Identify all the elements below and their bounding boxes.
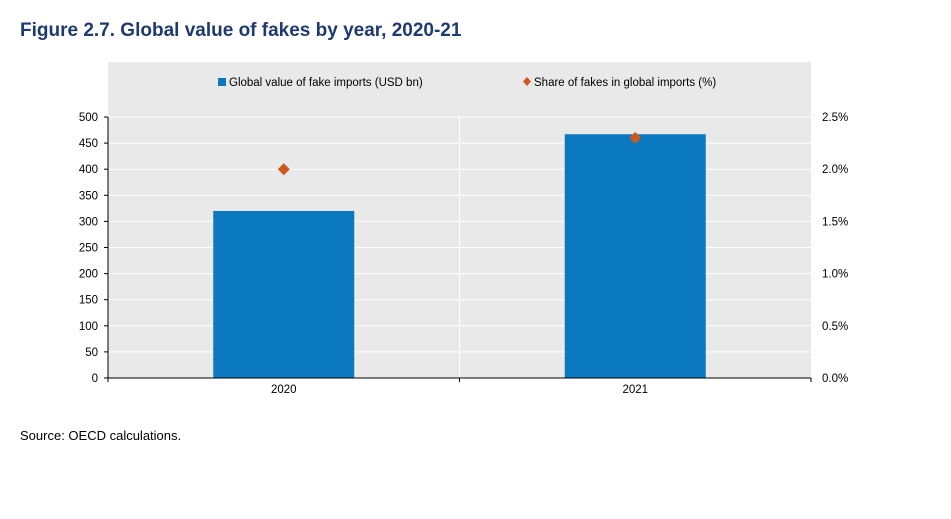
bars: [213, 134, 706, 378]
legend-swatch-bar: [218, 78, 226, 86]
y-left-tick-label: 250: [79, 243, 98, 255]
markers: [277, 131, 642, 176]
y-right-tick-label: 0.5%: [822, 321, 848, 333]
y-left-tick-label: 350: [79, 190, 98, 202]
y-left-tick-label: 50: [85, 347, 98, 359]
y-left-tick-label: 200: [79, 269, 98, 281]
legend-label-bar: Global value of fake imports (USD bn): [229, 77, 423, 89]
share-marker: [629, 131, 642, 144]
share-marker: [277, 163, 290, 176]
x-tick-label: 2021: [622, 384, 648, 396]
y-left-tick-label: 400: [79, 164, 98, 176]
y-right-tick-label: 1.0%: [822, 269, 848, 281]
y-left-tick-label: 0: [92, 373, 98, 385]
bar: [213, 210, 355, 378]
figure-title: Figure 2.7. Global value of fakes by yea…: [20, 20, 462, 41]
x-tick-label: 2020: [271, 384, 297, 396]
y-left-tick-label: 100: [79, 321, 98, 333]
y-left-tick-label: 300: [79, 216, 98, 228]
y-left-tick-label: 450: [79, 138, 98, 150]
y-left-tick-label: 500: [79, 112, 98, 124]
bar: [564, 134, 706, 378]
y-left-tick-label: 150: [79, 295, 98, 307]
legend-label-marker: Share of fakes in global imports (%): [534, 77, 716, 89]
axes: 0 50 100 150 200 250 300 350 400 450 500 0.0% 0.5% 1.…: [79, 112, 848, 396]
legend: Global value of fake imports (USD bn) Sha…: [218, 77, 716, 89]
y-right-tick-label: 2.0%: [822, 164, 848, 176]
legend-swatch-marker: [523, 77, 531, 86]
y-right-tick-label: 0.0%: [822, 373, 848, 385]
y-right-tick-label: 2.5%: [822, 112, 848, 124]
y-right-tick-label: 1.5%: [822, 216, 848, 228]
source-note: Source: OECD calculations.: [20, 428, 182, 443]
